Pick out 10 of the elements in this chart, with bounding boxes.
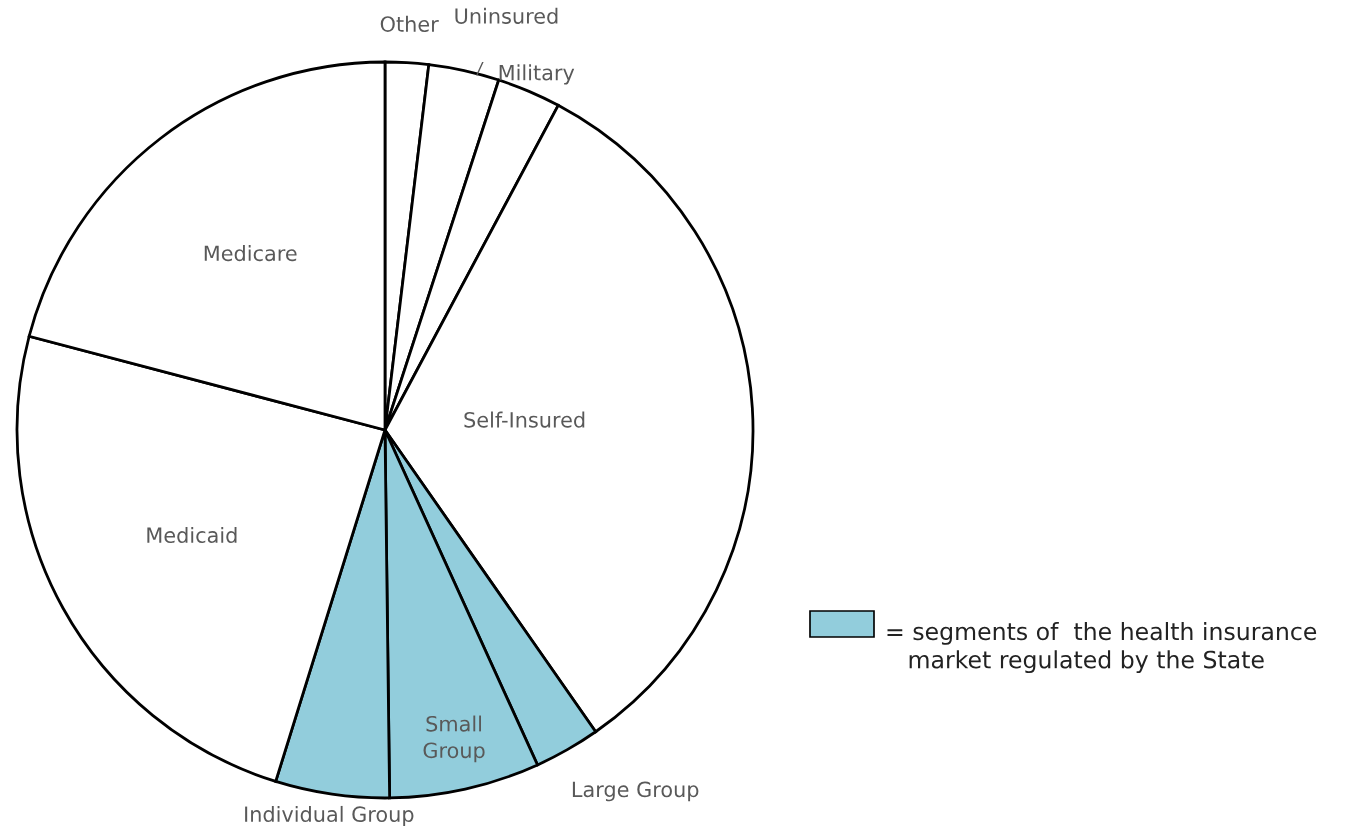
slice-label: Large Group: [572, 781, 699, 802]
slice-label: Medicaid: [147, 526, 237, 544]
slice-label: Individual Group: [245, 805, 414, 827]
slice-label: Uninsured: [455, 7, 558, 24]
slice-label: Medicare: [204, 245, 297, 262]
text: = segments of the health insurance market regulated by the State: [887, 622, 1317, 674]
slice-label: Self-Insured: [464, 411, 585, 428]
slice-label: Small Group: [423, 715, 485, 763]
slice-label: Military: [499, 64, 575, 85]
slice-label: Other: [380, 15, 439, 32]
